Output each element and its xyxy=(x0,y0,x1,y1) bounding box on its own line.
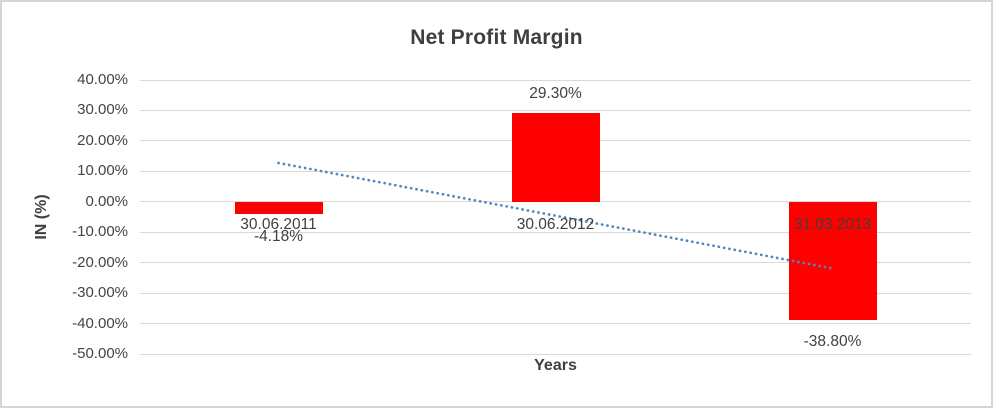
bar-30.06.2011 xyxy=(234,201,323,215)
y-tick-label: -10.00% xyxy=(72,223,128,241)
trendline xyxy=(277,161,834,270)
y-tick-label: -50.00% xyxy=(72,345,128,362)
gridline xyxy=(140,231,971,233)
plot-area: 30.06.2011 -4.18% 30.06.2012 29.30% 31.03.20… xyxy=(140,79,971,355)
y-tick-label: 30.00% xyxy=(77,101,128,119)
y-tick-label: 10.00% xyxy=(77,162,128,180)
y-tick-label: 20.00% xyxy=(77,131,128,149)
gridline xyxy=(140,109,971,111)
gridline xyxy=(140,262,971,264)
category-label: 30.06.2011 xyxy=(240,216,317,234)
category-label: 30.06.2012 xyxy=(516,216,595,234)
y-tick-label: 40.00% xyxy=(77,71,128,88)
y-tick-label: -20.00% xyxy=(72,253,128,271)
y-tick-label: 0.00% xyxy=(85,192,128,210)
gridline xyxy=(140,353,971,355)
gridline xyxy=(140,79,971,81)
category-label: 31.03.2013 xyxy=(793,216,872,234)
bar-31.03.2013 xyxy=(788,201,877,320)
data-label: -38.80% xyxy=(803,332,862,350)
gridline xyxy=(140,323,971,325)
gridline xyxy=(140,292,971,294)
gridline xyxy=(140,201,971,203)
y-tick-label: -30.00% xyxy=(72,284,128,302)
data-label: 29.30% xyxy=(529,84,582,102)
chart-title: Net Profit Margin xyxy=(410,26,583,49)
y-tick-label: -40.00% xyxy=(72,314,128,332)
bar-30.06.2012 xyxy=(511,112,600,202)
x-axis-title: Years xyxy=(534,357,577,374)
data-label: -4.18% xyxy=(253,227,304,245)
